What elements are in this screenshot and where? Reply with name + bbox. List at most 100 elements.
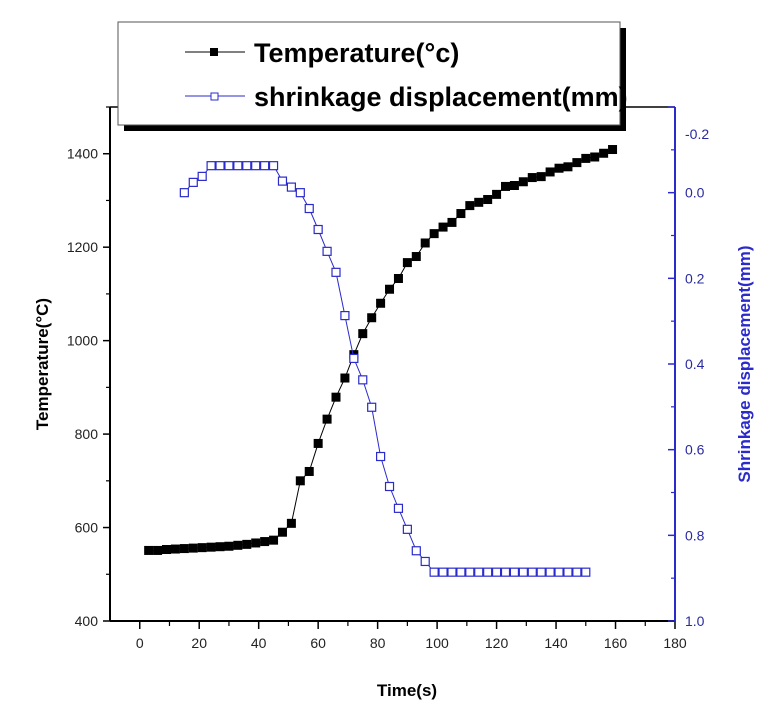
shrinkage-point	[456, 567, 466, 577]
temperature-point	[170, 544, 180, 554]
y2-tick-label: 0.2	[685, 270, 705, 286]
shrinkage-point	[581, 567, 591, 577]
temperature-point	[233, 540, 243, 550]
temperature-point	[162, 545, 171, 555]
temperature-point	[545, 167, 555, 177]
temperature-point	[260, 537, 270, 547]
shrinkage-point	[402, 524, 412, 534]
shrinkage-point	[313, 224, 323, 235]
shrinkage-point	[411, 546, 421, 556]
shrinkage-point	[536, 567, 546, 577]
y2-tick-label: -0.2	[685, 126, 709, 142]
y2-tick-label: 1.0	[685, 613, 705, 629]
shrinkage-point	[491, 567, 502, 577]
temperature-point	[215, 542, 225, 552]
legend-marker-filled-square	[210, 48, 218, 56]
x-tick-label: 100	[425, 635, 449, 651]
shrinkage-point	[268, 161, 279, 171]
temperature-point	[393, 273, 403, 283]
y-axis-label: Temperature(°C)	[33, 298, 52, 430]
temperature-point	[144, 545, 154, 555]
shrinkage-point	[260, 161, 270, 171]
shrinkage-point	[197, 171, 207, 181]
temperature-point	[242, 539, 252, 549]
shrinkage-point	[509, 567, 520, 577]
shrinkage-point	[518, 567, 528, 577]
temperature-point	[492, 189, 502, 199]
shrinkage-point	[251, 161, 261, 171]
shrinkage-point	[500, 567, 511, 577]
temperature-point	[269, 535, 279, 545]
temperature-point	[295, 476, 305, 486]
shrinkage-point	[376, 451, 386, 462]
legend-label: shrinkage displacement(mm)	[254, 82, 628, 112]
temperature-point	[304, 466, 314, 476]
shrinkage-point	[367, 402, 377, 412]
shrinkage-point	[393, 503, 404, 513]
shrinkage-point	[295, 188, 305, 198]
shrinkage-point	[340, 310, 350, 321]
temperature-point	[340, 373, 350, 383]
y2-tick-label: 0.6	[685, 442, 705, 458]
temperature-point	[527, 173, 537, 183]
shrinkage-point	[483, 567, 493, 577]
temperature-point	[367, 313, 377, 323]
temperature-point	[599, 148, 609, 158]
shrinkage-point	[545, 567, 555, 577]
x-tick-label: 60	[310, 635, 326, 651]
temperature-point	[465, 201, 475, 211]
legend-marker-open-square	[210, 92, 219, 101]
series-line	[183, 165, 586, 573]
y2-tick-label: 0.4	[685, 356, 705, 372]
shrinkage-point	[322, 246, 332, 256]
temperature-point	[179, 544, 189, 554]
legend: Temperature(°c) shrinkage displacement(mm…	[117, 21, 628, 131]
temperature-point	[277, 527, 287, 537]
shrinkage-point	[474, 567, 484, 577]
y-tick-label: 600	[75, 520, 99, 536]
y-tick-label: 1200	[67, 239, 98, 255]
temperature-point	[572, 158, 582, 168]
x-axis-label: Time(s)	[377, 681, 437, 700]
temperature-point	[563, 162, 573, 172]
x-tick-label: 0	[136, 635, 144, 651]
shrinkage-point	[206, 161, 216, 171]
y2-axis-label: Shrinkage displacement(mm)	[735, 245, 754, 482]
x-tick-label: 180	[663, 635, 687, 651]
shrinkage-point	[233, 161, 243, 171]
y-tick-label: 800	[75, 426, 99, 442]
temperature-point	[447, 217, 457, 227]
temperature-point	[536, 172, 546, 182]
shrinkage-point	[179, 188, 189, 198]
y-tick-label: 1000	[67, 333, 98, 349]
shrinkage-point	[429, 567, 439, 577]
shrinkage-point	[447, 567, 457, 577]
shrinkage-point	[554, 567, 564, 577]
temperature-point	[420, 238, 430, 248]
temperature-point	[331, 392, 341, 402]
shrinkage-point	[420, 556, 430, 567]
y-tick-label: 1400	[67, 146, 98, 162]
temperature-point	[206, 542, 216, 552]
shrinkage-point	[349, 353, 359, 364]
temperature-point	[224, 541, 234, 551]
temperature-point	[456, 209, 466, 219]
shrinkage-point	[572, 567, 582, 577]
x-tick-label: 120	[485, 635, 509, 651]
temperature-point	[501, 181, 510, 191]
x-tick-label: 160	[604, 635, 628, 651]
temperature-point	[188, 543, 198, 553]
x-tick-label: 140	[544, 635, 568, 651]
x-tick-label: 20	[191, 635, 207, 651]
temperature-point	[474, 197, 484, 207]
temperature-point	[411, 252, 421, 262]
temperature-point	[376, 298, 386, 308]
shrinkage-point	[188, 177, 198, 187]
shrinkage-point	[563, 567, 573, 577]
shrinkage-point	[358, 375, 368, 385]
series-line	[148, 149, 613, 551]
temperature-point	[518, 177, 528, 187]
temperature-point	[483, 195, 493, 205]
temperature-point	[554, 163, 564, 173]
